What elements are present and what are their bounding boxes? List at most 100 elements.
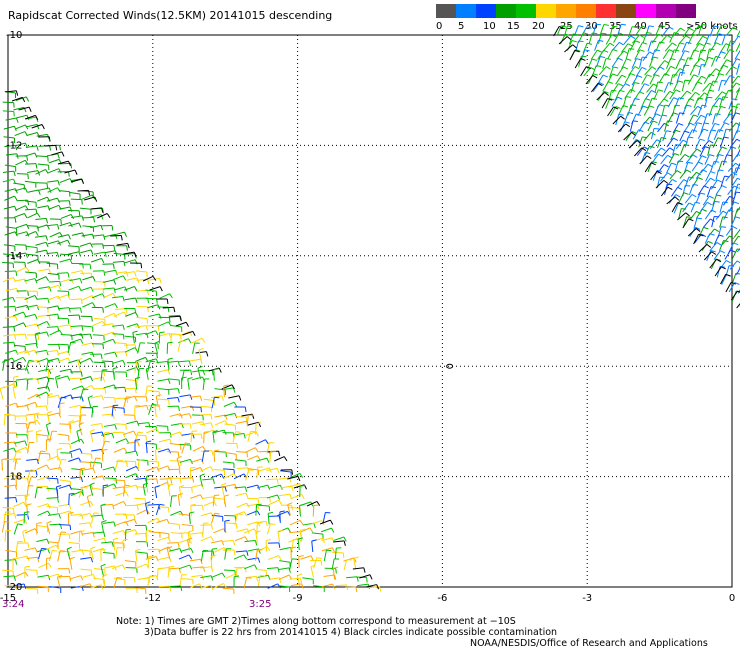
wind-barb — [80, 315, 93, 322]
wind-barb — [60, 333, 73, 341]
wind-barb — [709, 258, 722, 269]
wind-barb — [709, 242, 722, 252]
wind-barb — [69, 278, 83, 284]
wind-barb — [300, 555, 314, 561]
wind-barb — [25, 200, 37, 208]
wind-barb — [269, 484, 283, 490]
wind-barb — [124, 387, 137, 394]
wind-barb — [136, 486, 149, 493]
wind-barb — [662, 147, 675, 157]
wind-barb — [255, 439, 269, 445]
wind-barb — [47, 284, 62, 290]
wind-barb — [203, 398, 215, 406]
wind-barb — [58, 200, 71, 206]
wind-barb — [134, 431, 144, 443]
wind-barb — [159, 293, 173, 299]
wind-barb — [134, 477, 148, 484]
wind-barb — [92, 334, 105, 341]
wind-barb — [666, 58, 676, 69]
wind-barb — [688, 171, 701, 181]
wind-barb — [154, 404, 160, 418]
wind-barb — [136, 316, 148, 324]
wind-barb — [18, 106, 32, 112]
wind-barb — [675, 58, 686, 70]
wind-barb — [24, 565, 30, 578]
wind-barb — [612, 115, 625, 125]
legend-swatch — [436, 4, 456, 18]
wind-barb — [48, 168, 62, 174]
wind-barb — [68, 209, 81, 216]
wind-barb — [3, 334, 17, 340]
wind-barb — [279, 546, 293, 553]
wind-barb — [634, 49, 645, 60]
legend-swatch — [636, 4, 656, 18]
wind-barb — [214, 486, 227, 492]
wind-barb — [70, 396, 84, 402]
wind-barb — [714, 266, 726, 277]
wind-barb — [289, 519, 304, 526]
wind-barb — [37, 205, 51, 211]
wind-barb — [333, 540, 346, 546]
wind-barb — [681, 41, 692, 53]
wind-barb — [714, 154, 724, 165]
wind-barb — [687, 228, 701, 237]
wind-barb — [35, 349, 49, 356]
note-line-1: Note: 1) Times are GMT 2)Times along bot… — [116, 616, 516, 627]
wind-barb — [80, 286, 94, 292]
wind-barb — [676, 71, 686, 84]
wind-barb — [179, 458, 193, 465]
wind-barb — [111, 296, 125, 302]
wind-barb — [569, 49, 580, 61]
wind-barb — [682, 202, 694, 213]
wind-barb — [70, 438, 85, 445]
wind-barb — [113, 311, 128, 317]
wind-barb — [616, 66, 629, 77]
wind-barb — [4, 164, 17, 172]
wind-barb — [628, 66, 640, 76]
wind-barb — [46, 251, 60, 258]
wind-barb — [114, 286, 128, 292]
wind-barb — [158, 438, 173, 445]
wind-barb — [92, 457, 101, 469]
wind-barb — [13, 261, 26, 268]
wind-barb — [255, 422, 262, 435]
wind-barb — [190, 466, 196, 479]
wind-barb — [59, 178, 73, 184]
wind-barb — [178, 513, 191, 521]
wind-barb — [116, 242, 130, 249]
wind-barb — [650, 127, 659, 140]
wind-barb — [225, 452, 237, 460]
wind-barb — [31, 124, 45, 130]
wind-barb — [714, 91, 727, 101]
wind-barb — [167, 405, 180, 412]
wind-barb — [234, 486, 248, 492]
wind-barb — [70, 575, 84, 581]
wind-barb — [662, 26, 674, 37]
wind-barb — [37, 503, 51, 509]
wind-barb — [169, 431, 183, 437]
wind-barb — [722, 235, 735, 245]
wind-barb — [323, 549, 332, 562]
wind-barb — [609, 66, 619, 78]
wind-barb — [58, 533, 71, 539]
wind-barb — [157, 369, 171, 375]
wind-barb — [698, 64, 707, 76]
wind-barb — [200, 466, 214, 472]
wind-barb — [684, 136, 694, 148]
wind-barb — [713, 234, 724, 246]
wind-barb — [27, 393, 41, 400]
wind-barb — [12, 385, 18, 399]
wind-barb — [611, 83, 624, 94]
wind-barb — [57, 294, 71, 300]
wind-barb — [35, 331, 50, 337]
wind-barb — [200, 566, 214, 572]
wind-barb — [169, 585, 183, 591]
wind-barb — [57, 317, 70, 324]
wind-barb — [46, 350, 60, 356]
wind-barb — [279, 510, 285, 523]
wind-barb — [2, 569, 14, 577]
wind-barb — [691, 81, 703, 92]
wind-barb — [145, 556, 159, 562]
wind-barb — [596, 56, 606, 68]
wind-barb — [289, 558, 298, 570]
